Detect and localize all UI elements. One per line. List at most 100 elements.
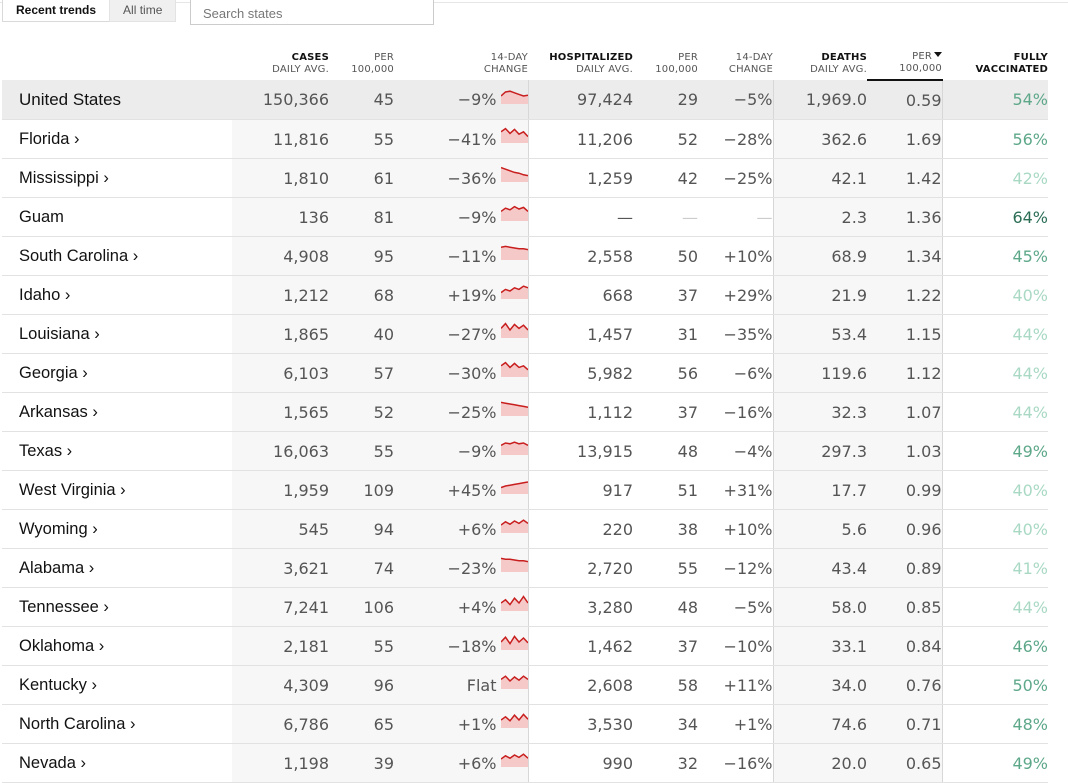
trend-sparkline-icon [500,89,528,104]
table-row[interactable]: Florida › 11,816 55 −41% 11,206 52 −28% 362.6 1.… [2,119,1048,159]
cases-change-cell: +4% [394,587,528,627]
cases-cell: 150,366 [232,80,329,120]
trend-sparkline-icon [500,481,528,494]
trend-sparkline-icon [500,127,528,143]
table-row[interactable]: Alabama › 3,621 74 −23% 2,720 55 −12% 43.4 0.89 4… [2,548,1048,588]
hosp-change-cell: +11% [698,665,773,705]
col-hosp-change[interactable]: 14-DAY CHANGE [728,52,773,75]
hosp-per-cell: 56 [633,353,698,393]
state-cell[interactable]: Idaho › [2,275,232,315]
hosp-cell: 1,457 [527,314,633,354]
vaccinated-cell: 40% [941,275,1048,315]
table-row[interactable]: Georgia › 6,103 57 −30% 5,982 56 −6% 119.6 1.12 4… [2,353,1048,393]
state-cell[interactable]: Louisiana › [2,314,232,354]
col-cases[interactable]: CASES DAILY AVG. [272,52,329,75]
table-row[interactable]: Arkansas › 1,565 52 −25% 1,112 37 −16% 32.3 1.07… [2,392,1048,432]
state-cell[interactable]: Kentucky › [2,665,232,705]
tab-recent-trends[interactable]: Recent trends [2,0,111,22]
col-hosp-per[interactable]: PER 100,000 [655,52,698,75]
state-cell[interactable]: Wyoming › [2,509,232,549]
trend-sparkline-icon [500,361,528,377]
state-cell[interactable]: Nevada › [2,743,232,783]
deaths-per-cell: 0.71 [867,704,942,744]
hosp-per-cell: 38 [633,509,698,549]
cases-per-cell: 94 [329,509,394,549]
change-value: −9% [457,441,497,461]
cases-cell: 4,309 [232,665,329,705]
cases-per-cell: 106 [329,587,394,627]
cases-change-cell: −9% [394,197,528,237]
col-deaths[interactable]: DEATHS DAILY AVG. [810,52,867,75]
cases-per-cell: 109 [329,470,394,510]
table-body: United States 150,366 45 −9% 97,424 29 −5% 1,96… [2,80,1048,783]
col-hospitalized[interactable]: HOSPITALIZED DAILY AVG. [549,52,633,75]
hosp-per-cell: 50 [633,236,698,276]
table-row-united-states[interactable]: United States 150,366 45 −9% 97,424 29 −5% 1,96… [2,80,1048,120]
vaccinated-cell: 40% [941,470,1048,510]
hosp-cell: 2,720 [527,548,633,588]
cases-cell: 545 [232,509,329,549]
cases-per-cell: 68 [329,275,394,315]
state-cell[interactable]: Tennessee › [2,587,232,627]
hosp-change-cell: −16% [698,743,773,783]
trend-sparkline-icon [500,401,528,416]
table-row[interactable]: North Carolina › 6,786 65 +1% 3,530 34 +1% 74.6… [2,704,1048,744]
hosp-per-cell: 51 [633,470,698,510]
hosp-per-cell: 48 [633,587,698,627]
table-row[interactable]: West Virginia › 1,959 109 +45% 917 51 +31% 17.7… [2,470,1048,510]
hosp-cell: 13,915 [527,431,633,471]
col-cases-per[interactable]: PER 100,000 [351,52,394,75]
state-cell[interactable]: Oklahoma › [2,626,232,666]
table-row[interactable]: Oklahoma › 2,181 55 −18% 1,462 37 −10% 33.1 0.84… [2,626,1048,666]
deaths-per-cell: 0.59 [867,80,942,120]
change-value: −25% [447,402,497,422]
hosp-per-cell: 34 [633,704,698,744]
sparkline-area [500,246,528,260]
state-cell[interactable]: North Carolina › [2,704,232,744]
state-cell[interactable]: Mississippi › [2,158,232,198]
table-row[interactable]: Tennessee › 7,241 106 +4% 3,280 48 −5% 58.0 0.85… [2,587,1048,627]
trend-sparkline-icon [500,519,528,533]
state-cell[interactable]: Florida › [2,119,232,159]
table-row[interactable]: South Carolina › 4,908 95 −11% 2,558 50 +10% 68… [2,236,1048,276]
state-cell[interactable]: Arkansas › [2,392,232,432]
table-row[interactable]: Wyoming › 545 94 +6% 220 38 +10% 5.6 0.96 40% [2,509,1048,549]
state-cell[interactable]: South Carolina › [2,236,232,276]
table-row[interactable]: Idaho › 1,212 68 +19% 668 37 +29% 21.9 1.22 40% [2,275,1048,315]
table-row[interactable]: Guam 136 81 −9% — — —2.3 1.36 64% [2,197,1048,237]
trend-sparkline-icon [500,595,528,611]
state-cell[interactable]: West Virginia › [2,470,232,510]
deaths-per-cell: 0.65 [867,743,942,783]
deaths-per-cell: 1.15 [867,314,942,354]
trend-sparkline-icon [500,753,528,767]
col-vaccinated[interactable]: FULLY VACCINATED [975,52,1048,75]
hosp-cell: 97,424 [527,80,633,120]
hosp-per-cell: 37 [633,392,698,432]
col-deaths-per[interactable]: PER 100,000 [867,44,942,81]
cases-cell: 1,198 [232,743,329,783]
col-cases-change[interactable]: 14-DAY CHANGE [483,52,528,75]
trend-sparkline-icon [500,322,528,338]
state-cell[interactable]: Alabama › [2,548,232,588]
deaths-cell: 42.1 [772,158,867,198]
state-cell[interactable]: Georgia › [2,353,232,393]
table-row[interactable]: Kentucky › 4,309 96 Flat 2,608 58 +11% 34.0 0.76… [2,665,1048,705]
deaths-per-cell: 0.99 [867,470,942,510]
table-row[interactable]: Texas › 16,063 55 −9% 13,915 48 −4% 297.3 1.03 49… [2,431,1048,471]
change-value: −9% [457,90,497,109]
cases-change-cell: Flat [394,665,528,705]
cases-cell: 1,810 [232,158,329,198]
sparkline-line [500,635,528,645]
sparkline-line [500,127,528,138]
table-row[interactable]: Mississippi › 1,810 61 −36% 1,259 42 −25% 42.1 1… [2,158,1048,198]
deaths-cell: 17.7 [772,470,867,510]
table-row[interactable]: Nevada › 1,198 39 +6% 990 32 −16% 20.0 0.65 49% [2,743,1048,783]
table-row[interactable]: Louisiana › 1,865 40 −27% 1,457 31 −35% 53.4 1.1… [2,314,1048,354]
states-table: CASES DAILY AVG. PER 100,000 14-DAY CHANGE … [2,44,1048,783]
sparkline-line [500,361,528,371]
state-cell[interactable]: Texas › [2,431,232,471]
tab-all-time[interactable]: All time [109,0,177,22]
deaths-per-cell: 1.22 [867,275,942,315]
search-input[interactable] [190,0,434,25]
sparkline-line [500,245,528,251]
